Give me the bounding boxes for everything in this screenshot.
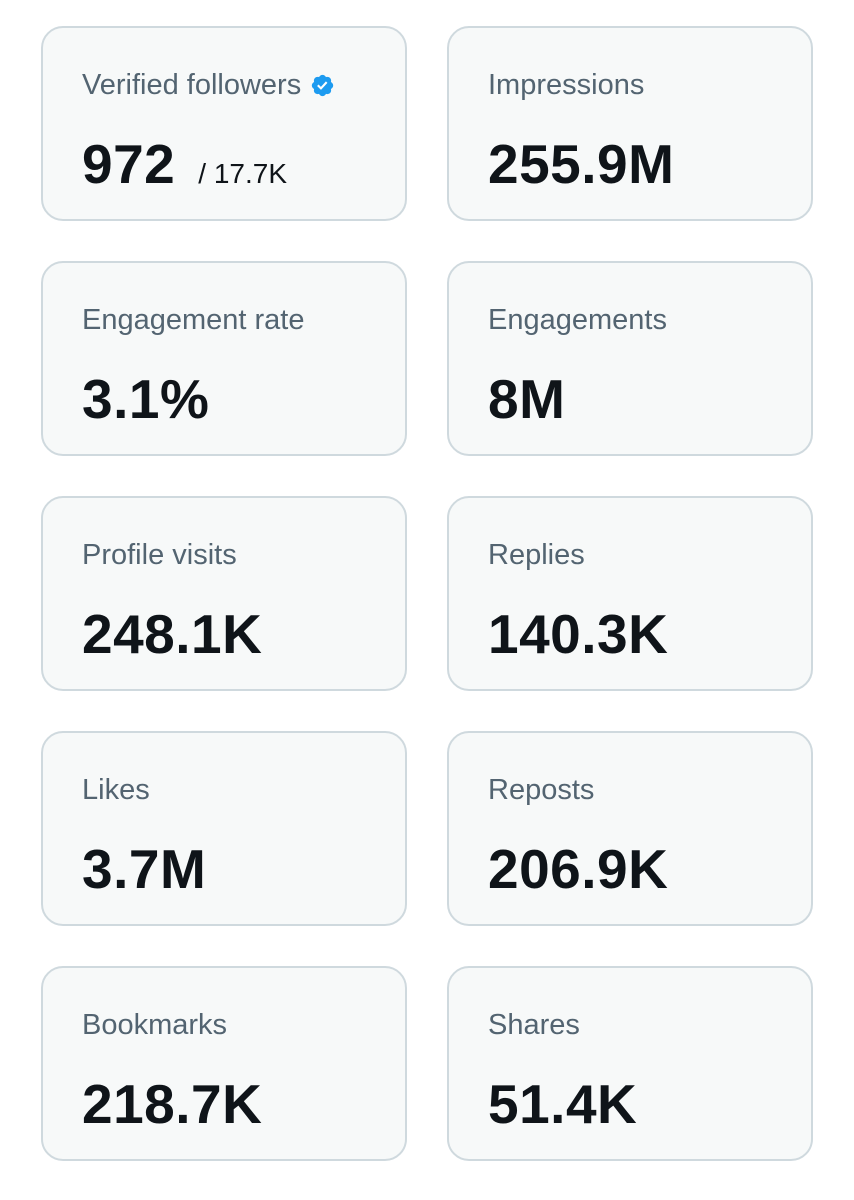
- card-value-row: 3.7M: [82, 839, 206, 899]
- card-likes: Likes 3.7M: [41, 731, 407, 926]
- card-value-row: 140.3K: [488, 604, 668, 664]
- card-value-row: 255.9M: [488, 134, 674, 194]
- card-label: Verified followers: [82, 68, 335, 102]
- card-value: 218.7K: [82, 1073, 263, 1135]
- card-value: 206.9K: [488, 838, 669, 900]
- card-profile-visits: Profile visits 248.1K: [41, 496, 407, 691]
- card-value: 3.7M: [82, 838, 207, 900]
- card-label: Replies: [488, 539, 585, 571]
- card-verified-followers: Verified followers 972 / 17.7K: [41, 26, 407, 221]
- card-value: 8M: [488, 368, 566, 430]
- card-value: 140.3K: [488, 603, 669, 665]
- card-replies: Replies 140.3K: [447, 496, 813, 691]
- card-value: 248.1K: [82, 603, 263, 665]
- card-label: Bookmarks: [82, 1009, 228, 1041]
- card-value: 51.4K: [488, 1073, 638, 1135]
- verified-badge-icon: [312, 74, 334, 96]
- card-label: Impressions: [488, 69, 645, 101]
- card-value-row: 972 / 17.7K: [82, 134, 287, 194]
- card-label: Shares: [488, 1009, 580, 1041]
- card-value: 972: [82, 133, 176, 195]
- card-value-row: 218.7K: [82, 1074, 262, 1134]
- card-engagement-rate: Engagement rate 3.1%: [41, 261, 407, 456]
- metrics-grid: Verified followers 972 / 17.7K Impressio…: [41, 26, 813, 1161]
- card-value-row: 3.1%: [82, 369, 209, 429]
- card-subvalue: / 17.7K: [198, 158, 287, 189]
- card-value: 255.9M: [488, 133, 675, 195]
- card-label: Profile visits: [82, 539, 237, 571]
- card-label: Reposts: [488, 774, 595, 806]
- card-value: 3.1%: [82, 368, 210, 430]
- card-label-text: Verified followers: [82, 69, 302, 101]
- card-label: Engagement rate: [82, 304, 305, 336]
- card-bookmarks: Bookmarks 218.7K: [41, 966, 407, 1161]
- card-shares: Shares 51.4K: [447, 966, 813, 1161]
- card-value-row: 206.9K: [488, 839, 668, 899]
- card-value-row: 8M: [488, 369, 565, 429]
- card-value-row: 248.1K: [82, 604, 262, 664]
- card-reposts: Reposts 206.9K: [447, 731, 813, 926]
- card-label: Engagements: [488, 304, 667, 336]
- card-value-row: 51.4K: [488, 1074, 637, 1134]
- card-label: Likes: [82, 774, 150, 806]
- card-impressions: Impressions 255.9M: [447, 26, 813, 221]
- card-engagements: Engagements 8M: [447, 261, 813, 456]
